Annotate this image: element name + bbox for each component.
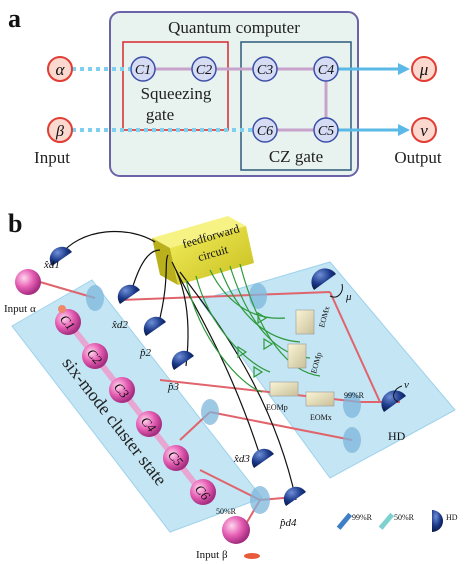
nu-arrow-head	[398, 124, 410, 136]
eomp-label-2: EOMp	[266, 403, 288, 412]
feedforward-top	[152, 216, 246, 248]
pd2-label: p̂2	[139, 347, 152, 359]
squeezing-gate-label-1: Squeezing	[141, 84, 212, 103]
node-c5-label: C5	[318, 124, 334, 139]
mu-node	[411, 56, 437, 82]
beta-node-label: β	[55, 123, 64, 140]
xd3-label: x̂d3	[233, 453, 250, 465]
input-beta-sphere	[222, 516, 250, 544]
optics-platform	[199, 261, 456, 479]
node-c2	[191, 56, 217, 82]
xd1-label: x̂d1	[43, 259, 60, 271]
input-label: Input	[34, 148, 70, 167]
node-c4-label: C4	[318, 63, 334, 78]
input-alpha-dot	[58, 305, 66, 313]
eom-box-4	[305, 391, 335, 407]
legend: 99%R 50%R HD	[336, 510, 458, 532]
cluster-node-c1-label: C1	[57, 312, 78, 333]
detector-labels: x̂d1 x̂d2 p̂2 p̂3 x̂d3 p̂d4	[43, 259, 297, 529]
legend-99r-swatch	[336, 512, 353, 530]
wire-arrow-heads	[237, 311, 274, 379]
node-c5	[313, 117, 339, 143]
xd2-label: x̂d2	[111, 319, 128, 331]
legend-hd-label: HD	[446, 513, 458, 522]
input-beta-dot	[244, 553, 260, 559]
panel-b-letter: b	[8, 209, 22, 238]
splitter-4	[343, 427, 361, 453]
legend-50r-label: 50%R	[394, 513, 415, 522]
nu-output-label: ν	[404, 379, 409, 391]
detector-xd2	[117, 284, 140, 304]
mu-node-label: μ	[419, 60, 429, 79]
beta-node	[47, 117, 73, 143]
detector-mu	[311, 268, 336, 290]
node-c6-label: C6	[257, 124, 273, 139]
panel-a-letter: a	[8, 4, 21, 33]
nu-curl-arrow	[393, 385, 403, 403]
input-alpha-label: Input α	[4, 303, 36, 315]
mu-arrow-head	[398, 63, 410, 75]
nu-node	[411, 117, 437, 143]
node-c1-label: C1	[135, 63, 151, 78]
eom-box-1	[295, 309, 315, 335]
nu-node-label: ν	[420, 121, 428, 140]
detector-pd3	[171, 350, 194, 370]
splitter-5	[250, 486, 270, 514]
eom-box-2	[287, 343, 307, 369]
input-beta-label: Input β	[196, 549, 228, 561]
cluster-node-c6	[190, 479, 216, 505]
node-c3	[252, 56, 278, 82]
detector-xd3	[251, 448, 274, 468]
cluster-node-c5	[163, 445, 189, 471]
detector-pd2	[143, 316, 166, 336]
beam-splitters	[86, 283, 361, 514]
cluster-node-c3	[109, 377, 135, 403]
node-c6	[252, 117, 278, 143]
hd-label: HD	[388, 429, 406, 443]
c-nodes: C1 C2 C3 C4 C5 C6	[130, 56, 339, 143]
feedforward-side	[170, 226, 254, 285]
cz-gate-label: CZ gate	[269, 147, 323, 166]
splitter-1	[86, 285, 104, 311]
node-c2-label: C2	[196, 63, 212, 78]
mu-output-label: μ	[345, 291, 352, 303]
node-c4	[313, 56, 339, 82]
squeezing-gate-label-2: gate	[146, 105, 174, 124]
cluster-nodes: C1 C2 C3 C4 C5 C6	[55, 309, 216, 505]
pd4-label: p̂d4	[279, 517, 297, 529]
legend-99r-label: 99%R	[352, 513, 373, 522]
detectors	[49, 246, 406, 506]
input-alpha-sphere	[15, 269, 41, 295]
output-label: Output	[394, 148, 442, 167]
splitter-2	[249, 283, 267, 309]
r99-label: 99%R	[344, 391, 365, 400]
squeezing-gate-box	[122, 41, 229, 131]
legend-50r-swatch	[378, 512, 395, 530]
alpha-node-label: α	[56, 60, 66, 79]
eomx-label-2: EOMx	[310, 413, 332, 422]
detector-hd	[381, 390, 406, 412]
quantum-computer-title: Quantum computer	[168, 18, 300, 37]
cz-gate-box	[240, 41, 352, 171]
eom-box-3	[269, 381, 299, 397]
node-c1	[130, 56, 156, 82]
mu-curl-arrow	[329, 283, 343, 298]
quantum-computer-box	[109, 11, 359, 177]
node-c3-label: C3	[257, 63, 273, 78]
detector-pd4	[283, 486, 306, 506]
legend-hd-swatch	[432, 510, 443, 532]
alpha-node	[47, 56, 73, 82]
splitter-99r	[343, 392, 361, 418]
eom-modules	[269, 309, 335, 407]
pd3-label: p̂3	[167, 381, 180, 393]
cluster-node-c4	[136, 411, 162, 437]
cluster-node-c1	[55, 309, 81, 335]
detector-cables	[57, 231, 297, 501]
r50-label: 50%R	[216, 507, 237, 516]
cluster-node-c2	[82, 343, 108, 369]
splitter-3	[201, 399, 219, 425]
detector-xd1	[49, 246, 72, 266]
